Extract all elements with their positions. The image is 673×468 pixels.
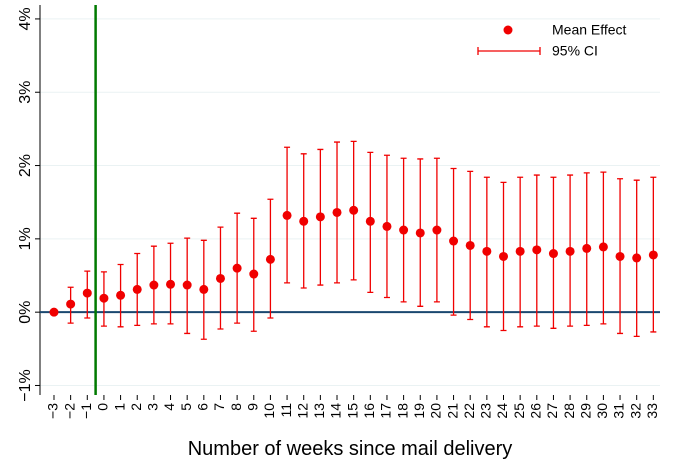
point bbox=[215, 273, 225, 283]
x-tick-label: 23 bbox=[478, 403, 494, 419]
x-tick-label: −1 bbox=[78, 403, 94, 419]
x-tick-label: 9 bbox=[244, 403, 260, 411]
point bbox=[332, 207, 342, 217]
x-tick-label: 1 bbox=[111, 403, 127, 411]
x-tick-label: 3 bbox=[145, 403, 161, 411]
point bbox=[66, 299, 76, 309]
point bbox=[132, 284, 142, 294]
y-tick-label: 4% bbox=[17, 7, 34, 30]
point bbox=[449, 236, 459, 246]
y-tick-label: −1% bbox=[17, 369, 34, 401]
point bbox=[282, 210, 292, 220]
point bbox=[432, 225, 442, 235]
x-tick-label: 26 bbox=[528, 403, 544, 419]
x-tick-label: 28 bbox=[561, 403, 577, 419]
point bbox=[482, 246, 492, 256]
x-tick-label: 20 bbox=[428, 403, 444, 419]
x-tick-label: 10 bbox=[261, 403, 277, 419]
point bbox=[82, 288, 92, 298]
point bbox=[99, 293, 109, 303]
point bbox=[615, 251, 625, 261]
x-tick-label: 6 bbox=[195, 403, 211, 411]
point bbox=[199, 284, 209, 294]
point bbox=[399, 225, 409, 235]
point bbox=[232, 263, 242, 273]
y-tick-label: 3% bbox=[17, 81, 34, 104]
point bbox=[182, 280, 192, 290]
point bbox=[382, 221, 392, 231]
point bbox=[515, 246, 525, 256]
x-tick-label: 17 bbox=[378, 403, 394, 419]
point bbox=[598, 242, 608, 252]
x-tick-label: 25 bbox=[511, 403, 527, 419]
x-tick-label: 11 bbox=[278, 403, 294, 418]
x-tick-label: 7 bbox=[211, 403, 227, 411]
legend-label: Mean Effect bbox=[552, 22, 627, 38]
x-tick-label: 31 bbox=[611, 403, 627, 419]
x-axis-label: Number of weeks since mail delivery bbox=[188, 438, 513, 460]
x-tick-label: 8 bbox=[228, 403, 244, 411]
point bbox=[415, 228, 425, 238]
x-tick-label: 29 bbox=[577, 403, 593, 419]
legend-label: 95% CI bbox=[552, 43, 598, 59]
x-tick-label: 21 bbox=[444, 403, 460, 419]
x-tick-label: 4 bbox=[161, 403, 177, 411]
point bbox=[349, 205, 359, 215]
y-tick-label: 0% bbox=[17, 301, 34, 324]
y-tick-label: 1% bbox=[17, 227, 34, 250]
point bbox=[632, 253, 642, 263]
point bbox=[149, 280, 159, 290]
x-tick-label: 5 bbox=[178, 403, 194, 411]
x-tick-label: 2 bbox=[128, 403, 144, 411]
x-tick-label: 24 bbox=[494, 403, 510, 419]
x-tick-label: −2 bbox=[61, 403, 77, 419]
x-tick-label: 15 bbox=[344, 403, 360, 419]
x-tick-label: −3 bbox=[45, 403, 61, 419]
x-tick-label: 12 bbox=[294, 403, 310, 419]
x-tick-label: 16 bbox=[361, 403, 377, 419]
point bbox=[365, 216, 375, 226]
y-tick-label: 2% bbox=[17, 154, 34, 177]
point bbox=[548, 249, 558, 259]
x-tick-label: 22 bbox=[461, 403, 477, 419]
point bbox=[499, 251, 509, 261]
x-tick-label: 13 bbox=[311, 403, 327, 419]
x-tick-label: 0 bbox=[95, 403, 111, 411]
point bbox=[565, 246, 575, 256]
x-tick-label: 32 bbox=[627, 403, 643, 419]
point bbox=[582, 243, 592, 253]
x-tick-label: 14 bbox=[328, 403, 344, 419]
point bbox=[315, 212, 325, 222]
point bbox=[249, 269, 259, 279]
x-tick-label: 30 bbox=[594, 403, 610, 419]
point bbox=[465, 240, 475, 250]
x-tick-label: 27 bbox=[544, 403, 560, 419]
legend-marker bbox=[503, 25, 513, 35]
point bbox=[116, 290, 126, 300]
point bbox=[648, 250, 658, 260]
x-tick-label: 19 bbox=[411, 403, 427, 419]
x-tick-label: 18 bbox=[394, 403, 410, 419]
point bbox=[166, 279, 176, 289]
point bbox=[532, 245, 542, 255]
x-tick-label: 33 bbox=[644, 403, 660, 419]
legend-marker bbox=[477, 47, 541, 55]
point bbox=[265, 254, 275, 264]
point bbox=[49, 307, 59, 317]
point bbox=[299, 216, 309, 226]
